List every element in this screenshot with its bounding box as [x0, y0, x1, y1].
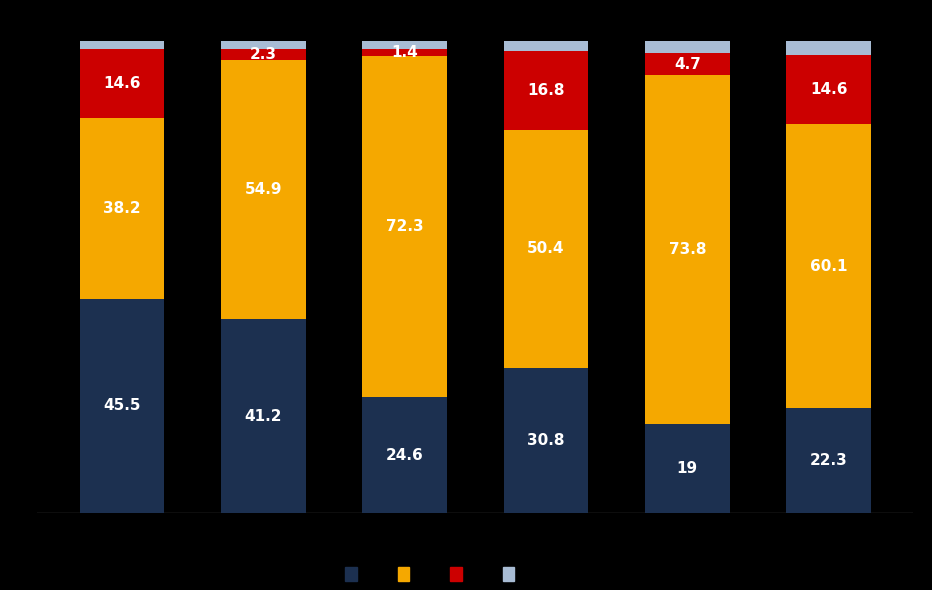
Bar [503, 368, 588, 513]
Text: 60.1: 60.1 [810, 258, 847, 274]
Text: 14.6: 14.6 [810, 83, 847, 97]
Text: 38.2: 38.2 [103, 201, 141, 216]
Bar [221, 60, 306, 319]
Text: 19: 19 [677, 461, 698, 476]
Bar [787, 41, 871, 55]
Text: 4.7: 4.7 [674, 57, 701, 72]
Text: 16.8: 16.8 [528, 83, 565, 98]
Bar [79, 118, 164, 299]
Text: 54.9: 54.9 [244, 182, 282, 197]
Text: 72.3: 72.3 [386, 219, 423, 234]
Bar [787, 55, 871, 124]
Text: 22.3: 22.3 [810, 453, 847, 468]
Bar [503, 51, 588, 130]
Bar [645, 424, 730, 513]
Bar [787, 408, 871, 513]
Bar [787, 124, 871, 408]
Bar [363, 50, 447, 56]
Text: 30.8: 30.8 [528, 433, 565, 448]
Bar [363, 397, 447, 513]
Bar [645, 41, 730, 53]
Text: 50.4: 50.4 [528, 241, 565, 257]
Bar [503, 41, 588, 51]
Text: 73.8: 73.8 [668, 242, 706, 257]
Bar [645, 53, 730, 76]
Text: 14.6: 14.6 [103, 76, 141, 91]
Bar [363, 56, 447, 397]
Bar [79, 50, 164, 118]
Bar [221, 49, 306, 60]
Bar [363, 41, 447, 50]
Bar [503, 130, 588, 368]
Text: 41.2: 41.2 [244, 408, 282, 424]
Bar [645, 76, 730, 424]
Bar [79, 41, 164, 50]
Text: 2.3: 2.3 [250, 47, 277, 62]
Text: 1.4: 1.4 [391, 45, 418, 60]
Legend: , , , : , , , [340, 562, 523, 586]
Bar [221, 41, 306, 49]
Text: 45.5: 45.5 [103, 398, 141, 414]
Bar [79, 299, 164, 513]
Bar [221, 319, 306, 513]
Text: 24.6: 24.6 [386, 448, 423, 463]
